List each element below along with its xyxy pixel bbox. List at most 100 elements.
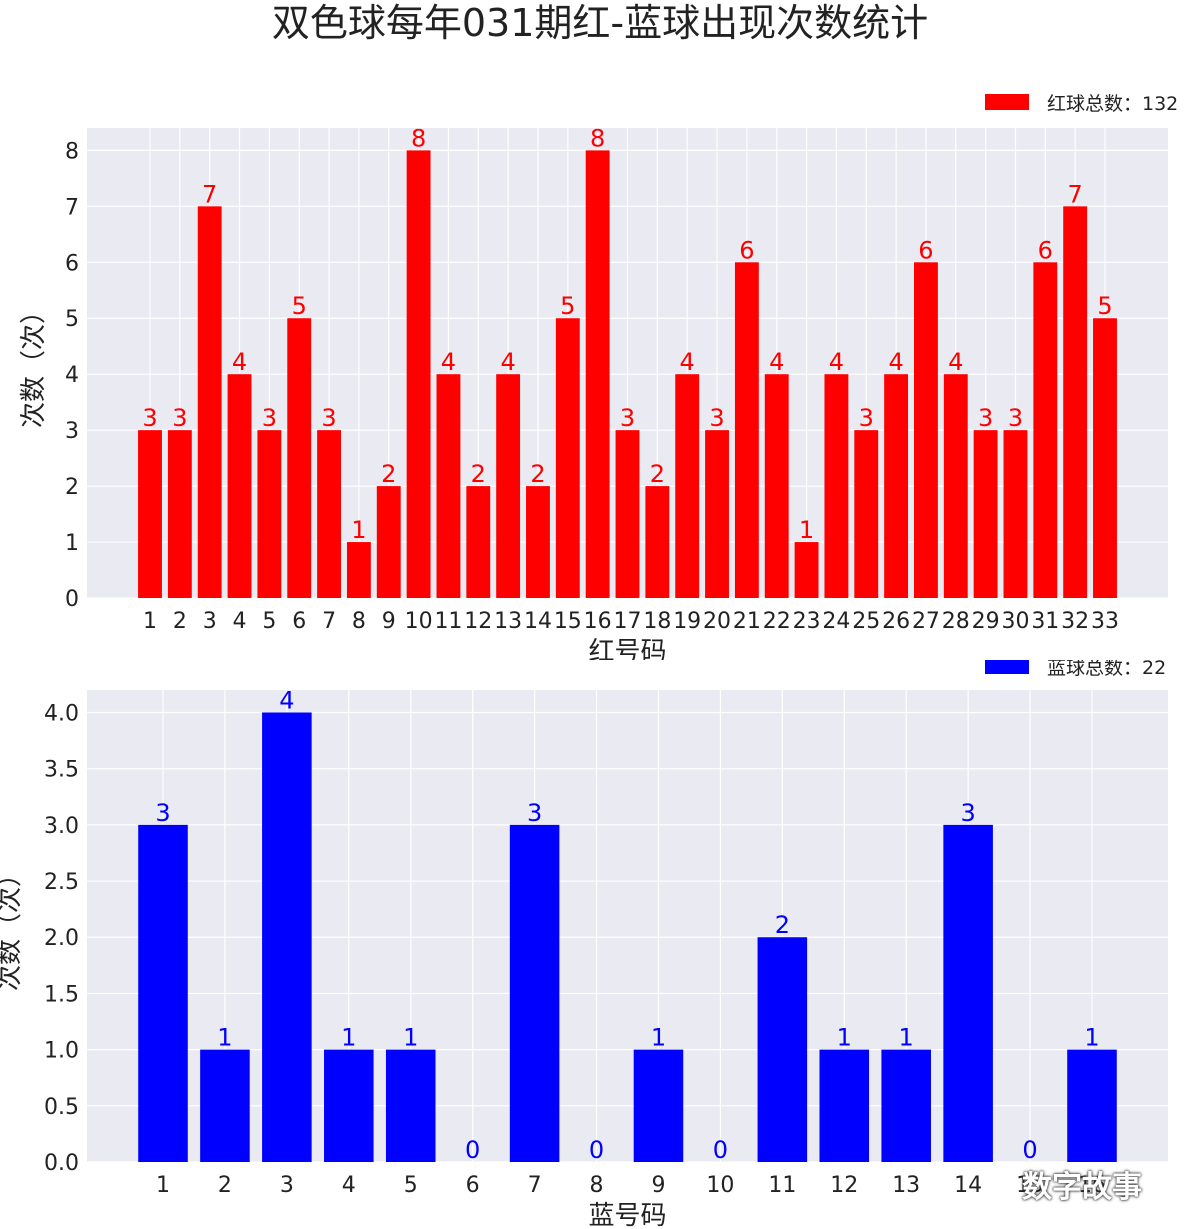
legend-label: 红球总数：132 — [1047, 93, 1178, 115]
bar-3 — [262, 712, 312, 1162]
data-label-1: 3 — [142, 404, 157, 432]
bar-32 — [1063, 206, 1088, 599]
data-label-1: 3 — [155, 799, 170, 827]
blue-ball-chart: 0.00.51.01.52.02.53.03.54.03112431415063… — [0, 660, 1168, 1229]
x-tick-label-14: 14 — [954, 1173, 982, 1198]
bar-11 — [436, 374, 461, 598]
data-label-14: 3 — [960, 799, 975, 827]
x-tick-label-15: 15 — [1016, 1173, 1044, 1198]
bar-16 — [585, 150, 610, 598]
x-tick-label-1: 1 — [143, 609, 157, 634]
chart-title: 双色球每年031期红-蓝球出现次数统计 — [271, 1, 929, 45]
bar-6 — [287, 318, 312, 598]
x-tick-label-32: 32 — [1061, 609, 1089, 634]
bar-18 — [645, 486, 670, 598]
bar-1 — [138, 824, 188, 1162]
x-tick-label-30: 30 — [1001, 609, 1029, 634]
bar-11 — [757, 937, 808, 1162]
x-tick-label-25: 25 — [852, 609, 880, 634]
bar-1 — [138, 430, 162, 598]
data-label-33: 5 — [1097, 292, 1112, 320]
x-tick-label-5: 5 — [404, 1173, 418, 1198]
bar-20 — [705, 430, 729, 598]
data-label-23: 1 — [799, 516, 814, 544]
x-tick-label-10: 10 — [405, 609, 433, 634]
x-tick-label-16: 16 — [1078, 1173, 1106, 1198]
data-label-9: 1 — [651, 1024, 666, 1052]
data-label-13: 4 — [500, 348, 515, 376]
data-label-8: 1 — [351, 516, 366, 544]
data-label-12: 1 — [837, 1024, 852, 1052]
data-label-15: 5 — [560, 292, 575, 320]
data-label-2: 3 — [172, 404, 187, 432]
y-tick-label: 3 — [65, 419, 79, 444]
bar-13 — [881, 1049, 931, 1162]
x-tick-label-1: 1 — [156, 1173, 170, 1198]
legend-label: 蓝球总数：22 — [1047, 660, 1166, 679]
data-label-17: 3 — [620, 404, 635, 432]
bar-19 — [675, 374, 700, 598]
x-tick-label-18: 18 — [643, 609, 671, 634]
legend-swatch — [985, 94, 1029, 110]
x-tick-label-14: 14 — [524, 609, 552, 634]
y-tick-label: 4 — [65, 363, 79, 388]
bar-30 — [1003, 430, 1028, 598]
y-tick-label: 0 — [65, 587, 79, 612]
bar-33 — [1093, 318, 1117, 598]
x-tick-label-20: 20 — [703, 609, 731, 634]
legend-swatch — [985, 660, 1029, 674]
x-tick-label-22: 22 — [763, 609, 791, 634]
bar-26 — [884, 374, 909, 598]
bar-5 — [385, 1049, 436, 1162]
y-tick-label: 1.5 — [44, 982, 79, 1007]
x-tick-label-6: 6 — [292, 609, 306, 634]
bar-9 — [633, 1049, 684, 1162]
x-tick-label-5: 5 — [262, 609, 276, 634]
x-tick-label-11: 11 — [434, 609, 462, 634]
y-tick-label: 2 — [65, 475, 79, 500]
x-tick-label-16: 16 — [584, 609, 612, 634]
x-tick-label-4: 4 — [342, 1173, 356, 1198]
x-tick-label-13: 13 — [494, 609, 522, 634]
bar-5 — [257, 430, 282, 598]
data-label-24: 4 — [829, 348, 844, 376]
y-axis-label: 次数（次） — [0, 861, 25, 991]
x-tick-label-9: 9 — [382, 609, 396, 634]
bar-22 — [764, 374, 789, 598]
x-tick-label-10: 10 — [706, 1173, 734, 1198]
x-tick-label-7: 7 — [322, 609, 336, 634]
bar-2 — [167, 430, 192, 598]
data-label-7: 3 — [527, 799, 542, 827]
bar-25 — [854, 430, 879, 598]
bar-4 — [324, 1049, 374, 1162]
data-label-10: 0 — [713, 1136, 728, 1164]
bar-16 — [1067, 1049, 1117, 1162]
bar-24 — [824, 374, 849, 598]
x-tick-label-12: 12 — [464, 609, 492, 634]
data-label-25: 3 — [859, 404, 874, 432]
data-label-5: 3 — [262, 404, 277, 432]
y-tick-label: 0.5 — [44, 1095, 79, 1120]
data-label-18: 2 — [650, 460, 665, 488]
x-tick-label-13: 13 — [892, 1173, 920, 1198]
data-label-2: 1 — [217, 1024, 232, 1052]
data-label-12: 2 — [471, 460, 486, 488]
x-tick-label-4: 4 — [233, 609, 247, 634]
bar-29 — [973, 430, 998, 598]
x-tick-label-2: 2 — [173, 609, 187, 634]
x-tick-label-8: 8 — [590, 1173, 604, 1198]
y-tick-label: 2.5 — [44, 870, 79, 895]
x-tick-label-12: 12 — [830, 1173, 858, 1198]
data-label-3: 4 — [279, 686, 294, 714]
y-tick-label: 7 — [65, 195, 79, 220]
bar-4 — [227, 374, 252, 598]
x-tick-label-31: 31 — [1031, 609, 1059, 634]
y-tick-label: 1.0 — [44, 1039, 79, 1064]
x-tick-label-2: 2 — [218, 1173, 232, 1198]
data-label-6: 0 — [465, 1136, 480, 1164]
y-tick-label: 8 — [65, 139, 79, 164]
y-tick-label: 2.0 — [44, 926, 79, 951]
x-tick-label-23: 23 — [793, 609, 821, 634]
x-tick-label-11: 11 — [768, 1173, 796, 1198]
